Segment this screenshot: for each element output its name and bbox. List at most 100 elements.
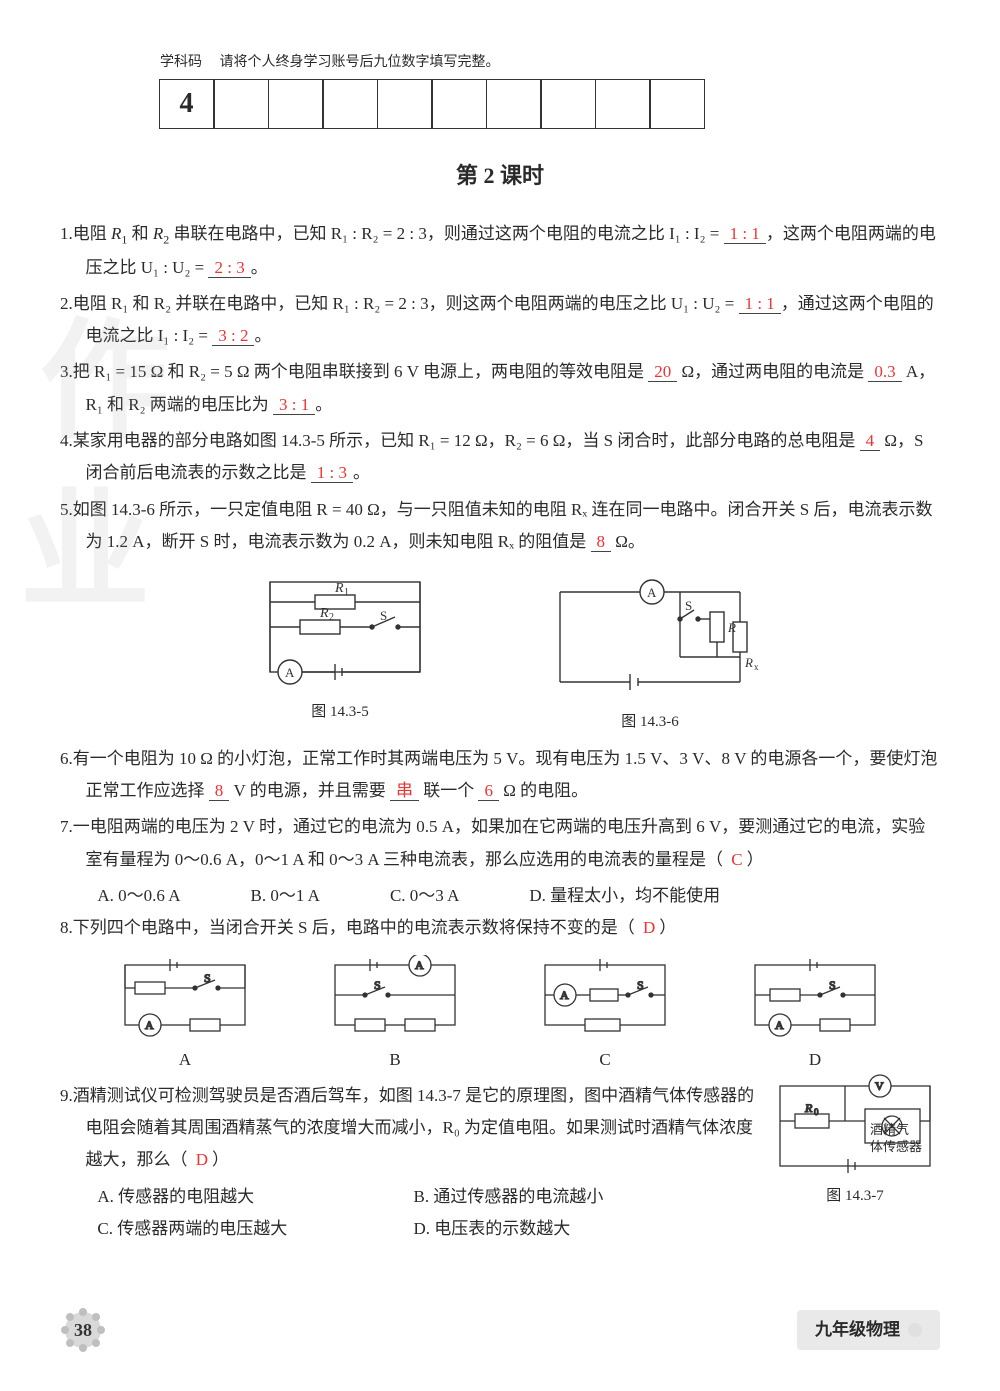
circuit-diagram-6: A S R Rx [540, 572, 760, 702]
q1-ratio: R₁ : R₂ = 2 : 3 [331, 224, 427, 243]
q2-text: 电阻 R₁ 和 R₂ 并联在电路中，已知 R₁ : R₂ = 2 : 3，则这两… [73, 294, 735, 313]
circuit-diagram-5: R1 R2 S A [240, 572, 440, 692]
svg-text:S: S [374, 978, 381, 992]
q3-text: Ω，通过两电阻的电流是 [681, 362, 864, 381]
q3-text: 把 R₁ = 15 Ω 和 R₂ = 5 Ω 两个电阻串联接到 6 V 电源上，… [73, 362, 644, 381]
question-1: 1.电阻 R1 和 R2 串联在电路中，已知 R₁ : R₂ = 2 : 3，则… [60, 218, 940, 283]
svg-text:A: A [560, 988, 569, 1002]
q3-period: 。 [315, 395, 332, 414]
q8-ans: D [639, 918, 659, 937]
id-box [649, 79, 705, 129]
question-5: 5.如图 14.3-6 所示，一只定值电阻 R = 40 Ω，与一只阻值未知的电… [60, 494, 940, 559]
q8-num: 8. [60, 918, 73, 937]
svg-text:R: R [334, 581, 344, 596]
q7-optC: C. 0～3 A [390, 880, 459, 912]
question-6: 6.有一个电阻为 10 Ω 的小灯泡，正常工作时其两端电压为 5 V。现有电压为… [60, 743, 940, 808]
q2-ans2: 3 : 2 [212, 326, 254, 346]
circuit-A-icon: S A [110, 955, 260, 1040]
q1-r1: R [111, 224, 121, 243]
grade-text: 九年级物理 [815, 1314, 900, 1346]
q5-unit: Ω。 [615, 532, 645, 551]
svg-text:S: S [204, 971, 211, 985]
q8-labB: B [389, 1044, 400, 1076]
q9-text: ） [212, 1150, 229, 1169]
svg-text:A: A [647, 585, 657, 600]
q2-period: 。 [254, 326, 271, 345]
q5-text: 如图 14.3-6 所示，一只定值电阻 R = 40 Ω，与一只阻值未知的电阻 … [73, 500, 933, 551]
q9-optD: D. 电压表的示数越大 [414, 1213, 730, 1245]
svg-text:V: V [875, 1079, 884, 1093]
q8-text: 下列四个电路中，当闭合开关 S 后，电路中的电流表示数将保持不变的是（ [73, 918, 635, 937]
figure-14-3-5: R1 R2 S A 图 14.3-5 [240, 572, 440, 737]
q7-text: ） [747, 850, 764, 869]
circuit-C-icon: A S [530, 955, 680, 1040]
q9-text: 酒精测试仪可检测驾驶员是否酒后驾车，如图 14.3-7 是它的原理图，图中酒精气… [73, 1086, 754, 1170]
q9-optA: A. 传感器的电阻越大 [97, 1181, 413, 1213]
svg-text:S: S [685, 598, 692, 613]
svg-text:A: A [775, 1018, 784, 1032]
svg-text:R: R [727, 620, 736, 635]
question-8: 8.下列四个电路中，当闭合开关 S 后，电路中的电流表示数将保持不变的是（ D） [60, 912, 940, 944]
svg-text:R: R [744, 655, 753, 670]
q7-text: 一电阻两端的电压为 2 V 时，通过它的电流为 0.5 A，如果加在它两端的电压… [73, 817, 926, 868]
q1-text: 和 [127, 224, 153, 243]
q1-label: U₁ : U₂ = [141, 258, 204, 277]
page-number: 38 [74, 1313, 92, 1347]
q6-text: Ω 的电阻。 [503, 781, 588, 800]
id-box [486, 79, 542, 129]
q1-r2: R [153, 224, 163, 243]
q8-labC: C [599, 1044, 610, 1076]
id-box [431, 79, 487, 129]
q8-circuit-D: S A D [740, 955, 890, 1076]
id-box [377, 79, 433, 129]
q7-optA: A. 0～0.6 A [97, 880, 180, 912]
q1-text: ，则通过这两个电阻的电流之比 [427, 224, 669, 243]
svg-text:S: S [380, 608, 387, 623]
id-box [595, 79, 651, 129]
q2-ans1: 1 : 1 [739, 294, 781, 314]
svg-text:S: S [829, 978, 836, 992]
q4-ans1: 4 [860, 431, 881, 451]
q9-optB: B. 通过传感器的电流越小 [414, 1181, 730, 1213]
q8-labA: A [179, 1044, 191, 1076]
circuit-D-icon: S A [740, 955, 890, 1040]
question-4: 4.某家用电器的部分电路如图 14.3-5 所示，已知 R₁ = 12 Ω，R₂… [60, 425, 940, 490]
figure-caption-5: 图 14.3-5 [311, 698, 369, 727]
q9-ans: D [192, 1150, 212, 1169]
page-title: 第 2 课时 [60, 155, 940, 197]
q8-circuit-A: S A A [110, 955, 260, 1076]
subject-label: 学科码 [160, 55, 202, 70]
header-note-text: 请将个人终身学习账号后九位数字填写完整。 [220, 55, 500, 70]
q4-num: 4. [60, 431, 73, 450]
q9-optC: C. 传感器两端的电压越大 [97, 1213, 413, 1245]
svg-text:0: 0 [814, 1107, 819, 1117]
q3-ans3: 3 : 1 [273, 395, 315, 415]
q2-num: 2. [60, 294, 73, 313]
id-box [540, 79, 596, 129]
figure-14-3-7: V R0 酒精气体传感器 图 14.3-7 [770, 1074, 940, 1210]
q1-period: 。 [251, 258, 268, 277]
question-7: 7.一电阻两端的电压为 2 V 时，通过它的电流为 0.5 A，如果加在它两端的… [60, 811, 940, 876]
question-2: 2.电阻 R₁ 和 R₂ 并联在电路中，已知 R₁ : R₂ = 2 : 3，则… [60, 288, 940, 353]
figure-caption-6: 图 14.3-6 [621, 708, 679, 737]
header-note: 学科码 请将个人终身学习账号后九位数字填写完整。 [160, 50, 940, 77]
q4-text: 某家用电器的部分电路如图 14.3-5 所示，已知 R₁ = 12 Ω，R₂ =… [73, 431, 856, 450]
q8-text: ） [659, 918, 676, 937]
q4-ans2: 1 : 3 [311, 463, 353, 483]
figure-14-3-6: A S R Rx 图 14.3-6 [540, 572, 760, 737]
id-box [268, 79, 324, 129]
page-footer: 38 九年级物理 [60, 1307, 940, 1353]
q6-ans2: 串 [390, 781, 419, 801]
q6-ans3: 6 [478, 781, 499, 801]
svg-text:A: A [145, 1018, 154, 1032]
svg-text:1: 1 [344, 587, 349, 598]
q4-period: 。 [353, 463, 370, 482]
q6-num: 6. [60, 749, 73, 768]
q8-circuits: S A A A S B [60, 955, 940, 1076]
figure-row-5-6: R1 R2 S A 图 14.3-5 [60, 572, 940, 737]
header: 学科码 请将个人终身学习账号后九位数字填写完整。 4 [60, 50, 940, 129]
q7-optD: D. 量程太小，均不能使用 [529, 880, 720, 912]
svg-text:R: R [804, 1101, 813, 1115]
q1-ans2: 2 : 3 [208, 258, 250, 278]
q8-labD: D [809, 1044, 821, 1076]
